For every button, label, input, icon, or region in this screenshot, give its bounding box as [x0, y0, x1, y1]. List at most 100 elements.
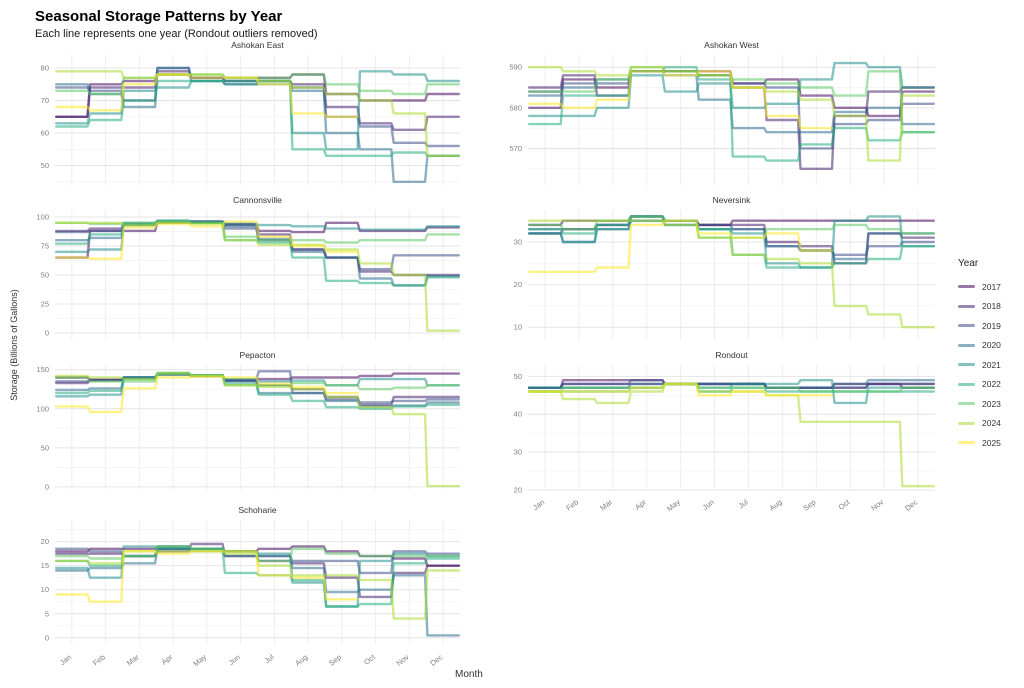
y-tick-label: 15 — [41, 561, 49, 570]
x-tick-label: May — [191, 652, 208, 668]
x-tick-label: Mar — [598, 497, 614, 512]
facet-title: Ashokan West — [704, 40, 759, 50]
legend-item-2017: 2017 — [958, 277, 1001, 297]
x-tick-label: Feb — [91, 652, 107, 667]
legend: Year 2017 2018 2019 2020 2021 2022 2023 2024 202… — [958, 258, 1001, 453]
series-line-2025 — [528, 70, 834, 130]
series-line-2022 — [55, 79, 460, 157]
legend-swatch-2022 — [958, 382, 975, 386]
page-title: Seasonal Storage Patterns by Year — [35, 8, 283, 25]
y-tick-label: 50 — [41, 161, 49, 170]
facet-rondout: Rondout 20 30 40 50 Jan Feb Mar Apr May Jun Jul Aug S… — [514, 350, 935, 513]
x-tick-label: Mar — [125, 652, 141, 667]
x-tick-label: Aug — [768, 497, 784, 512]
x-tick-label: Aug — [293, 652, 309, 667]
x-axis-title: Month — [455, 669, 483, 680]
facet-neversink: Neversink 10 20 30 — [514, 195, 935, 340]
legend-label: 2018 — [982, 301, 1001, 312]
x-tick-label: May — [665, 497, 682, 513]
series-line-2025 — [55, 375, 359, 414]
legend-label: 2017 — [982, 281, 1001, 292]
y-tick-label: 590 — [509, 63, 522, 72]
legend-label: 2020 — [982, 340, 1001, 351]
facet-title: Neversink — [713, 195, 752, 205]
legend-item-2019: 2019 — [958, 316, 1001, 336]
legend-item-2018: 2018 — [958, 297, 1001, 317]
x-tick-label: Dec — [428, 652, 444, 667]
legend-swatch-2021 — [958, 363, 975, 367]
series-line-2025 — [55, 220, 359, 260]
series-line-2023 — [528, 382, 935, 393]
y-tick-label: 10 — [41, 585, 49, 594]
legend-item-2024: 2024 — [958, 414, 1001, 434]
legend-swatch-2018 — [958, 304, 975, 308]
y-tick-label: 60 — [41, 129, 49, 138]
y-tick-label: 30 — [514, 448, 522, 457]
y-tick-label: 40 — [514, 410, 522, 419]
facet-title: Cannonsville — [233, 195, 282, 205]
series-line-2024 — [528, 219, 935, 329]
legend-label: 2022 — [982, 379, 1001, 390]
y-tick-label: 20 — [514, 280, 522, 289]
facet-pepacton: Pepacton 0 50 100 150 — [36, 350, 460, 491]
legend-label: 2019 — [982, 320, 1001, 331]
y-tick-label: 25 — [41, 300, 49, 309]
series-line-2024 — [55, 221, 460, 332]
x-tick-label: Oct — [837, 497, 852, 512]
legend-item-2023: 2023 — [958, 394, 1001, 414]
facet-title: Ashokan East — [231, 40, 284, 50]
facet-title: Schoharie — [238, 505, 277, 515]
x-tick-label: Apr — [160, 652, 175, 667]
y-tick-label: 570 — [509, 144, 522, 153]
series-line-2025 — [528, 382, 834, 397]
series-line-2024 — [55, 372, 460, 488]
legend-label: 2021 — [982, 359, 1001, 370]
series-line-2023 — [55, 220, 460, 244]
x-tick-label: Nov — [869, 497, 885, 512]
y-tick-label: 30 — [514, 237, 522, 246]
legend-label: 2024 — [982, 418, 1001, 429]
facet-cannonsville: Cannonsville 0 25 50 75 100 — [36, 195, 460, 340]
legend-label: 2023 — [982, 398, 1001, 409]
legend-swatch-2024 — [958, 421, 975, 425]
y-tick-label: 50 — [514, 372, 522, 381]
x-tick-label: Jan — [58, 652, 73, 667]
legend-title: Year — [958, 258, 979, 269]
legend-item-2021: 2021 — [958, 355, 1001, 375]
facet-ashokan-east: Ashokan East 50 60 70 80 — [41, 40, 460, 185]
series-line-2025 — [55, 73, 359, 118]
legend-swatch-2017 — [958, 285, 975, 289]
series-line-2025 — [55, 550, 359, 603]
x-tick-label: Jul — [737, 497, 750, 510]
y-axis-title: Storage (Billions of Gallons) — [9, 289, 19, 401]
facet-title: Rondout — [715, 350, 748, 360]
x-tick-label: Jan — [531, 497, 546, 512]
y-tick-label: 150 — [36, 365, 49, 374]
series-line-2025 — [528, 219, 834, 273]
y-tick-label: 0 — [45, 482, 49, 491]
page-subtitle: Each line represents one year (Rondout o… — [35, 28, 318, 40]
x-tick-label: Jun — [227, 652, 242, 667]
facet-title: Pepacton — [240, 350, 276, 360]
y-tick-label: 50 — [41, 443, 49, 452]
y-tick-label: 80 — [41, 64, 49, 73]
y-tick-label: 580 — [509, 103, 522, 112]
y-tick-label: 75 — [41, 241, 49, 250]
x-tick-label: Sep — [801, 497, 817, 512]
x-tick-label: Jul — [263, 652, 276, 665]
x-tick-label: Oct — [362, 652, 377, 667]
legend-item-2020: 2020 — [958, 336, 1001, 356]
y-tick-label: 20 — [41, 537, 49, 546]
y-tick-label: 0 — [45, 329, 49, 338]
facet-schoharie: Schoharie 0 5 10 15 20 Jan Feb Mar Apr May Jun Jul Au… — [41, 505, 460, 668]
legend-label: 2025 — [982, 437, 1001, 448]
y-tick-label: 0 — [45, 633, 49, 642]
legend-item-2025: 2025 — [958, 433, 1001, 453]
x-tick-label: Sep — [327, 652, 343, 667]
legend-item-2022: 2022 — [958, 375, 1001, 395]
y-tick-label: 100 — [36, 404, 49, 413]
legend-swatch-2019 — [958, 324, 975, 328]
y-tick-label: 70 — [41, 96, 49, 105]
x-tick-label: Nov — [395, 652, 411, 667]
